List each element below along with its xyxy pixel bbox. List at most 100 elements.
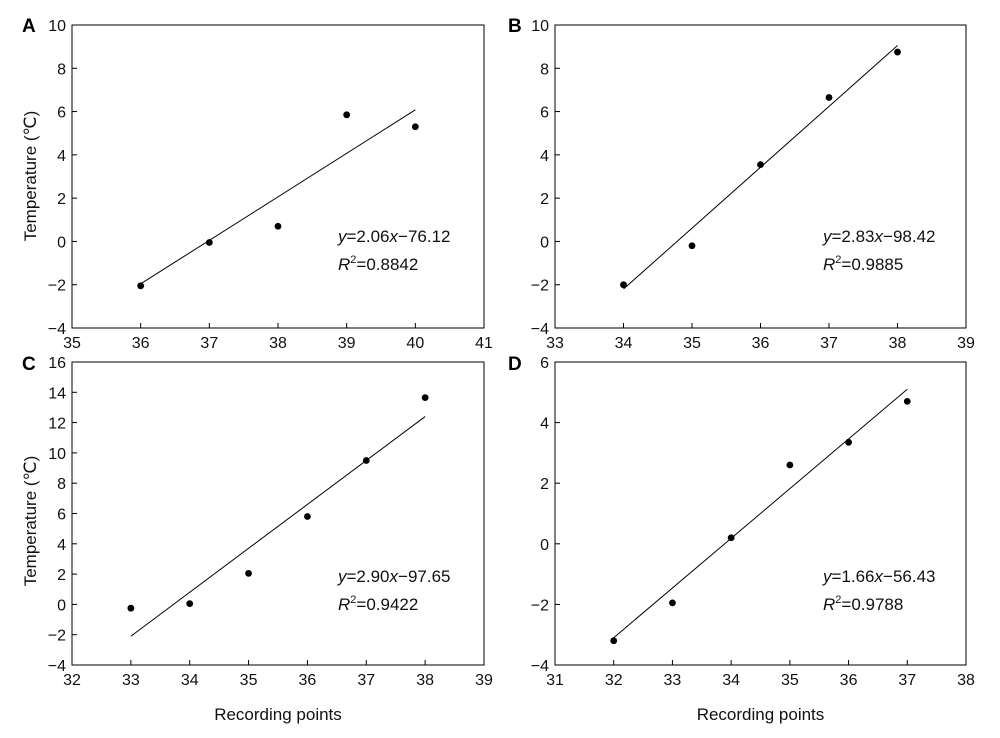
- data-point: [845, 438, 852, 446]
- regression-line: [613, 388, 908, 639]
- x-tick-label: 36: [752, 335, 770, 352]
- regression-line: [130, 416, 426, 637]
- y-tick-label: 16: [48, 355, 66, 372]
- y-tick-label: −4: [48, 658, 66, 675]
- x-axis-label: Recording points: [214, 705, 342, 724]
- y-tick-label: 0: [540, 234, 549, 251]
- panel-label: D: [508, 354, 522, 375]
- data-point: [688, 242, 696, 250]
- y-tick-label: −2: [531, 597, 549, 614]
- eq-slope: =1.66: [832, 567, 875, 586]
- x-tick-label: 35: [63, 335, 81, 352]
- y-tick-label: 4: [540, 148, 549, 165]
- r-value: =0.9422: [356, 595, 418, 614]
- eq-y-var: y: [822, 227, 833, 246]
- data-point: [825, 94, 833, 101]
- data-point: [245, 569, 252, 577]
- data-point: [137, 282, 145, 290]
- x-tick-label: 34: [181, 672, 199, 689]
- eq-y-var: y: [822, 567, 833, 586]
- r-value: =0.9885: [841, 255, 903, 274]
- x-tick-label: 38: [416, 672, 434, 689]
- eq-y-var: y: [337, 227, 348, 246]
- x-tick-label: 35: [781, 672, 799, 689]
- y-tick-label: 12: [48, 416, 66, 433]
- y-tick-label: 2: [540, 191, 549, 208]
- data-point: [186, 600, 194, 608]
- y-tick-label: 0: [540, 537, 549, 554]
- eq-x-var: x: [874, 567, 884, 586]
- r-symbol: R: [823, 595, 835, 614]
- x-tick-label: 36: [132, 335, 150, 352]
- x-tick-label: 37: [820, 335, 838, 352]
- data-point: [127, 604, 135, 612]
- x-tick-label: 32: [63, 672, 81, 689]
- eq-intercept: −76.12: [398, 227, 450, 246]
- eq-x-var: x: [389, 567, 399, 586]
- y-tick-label: 10: [531, 18, 549, 35]
- r-symbol: R: [823, 255, 835, 274]
- data-point: [274, 222, 282, 230]
- eq-intercept: −97.65: [398, 567, 450, 586]
- y-tick-label: 6: [540, 355, 549, 372]
- y-tick-label: 8: [57, 61, 66, 78]
- y-tick-label: 4: [540, 416, 549, 433]
- panel-label: C: [22, 354, 36, 375]
- y-tick-label: −2: [48, 628, 66, 645]
- x-tick-label: 40: [406, 335, 424, 352]
- panel-c: 32 33 34 35 36 37 38 39 −4 −2 0 2 4 6 8 10 12 14 16 Cy=2.90…: [21, 354, 493, 724]
- y-tick-label: 14: [48, 385, 66, 402]
- x-tick-label: 34: [615, 335, 633, 352]
- x-tick-label: 35: [683, 335, 701, 352]
- eq-x-var: x: [389, 227, 399, 246]
- regression-equation: y=2.06x−76.12: [337, 227, 451, 246]
- regression-equation: y=2.90x−97.65: [337, 567, 451, 586]
- panel-b: 33 34 35 36 37 38 39 −4 −2 0 2 4 6 8 10 By=2.83x−98.42 R…: [508, 16, 975, 352]
- r-squared: R2=0.9885: [823, 254, 903, 274]
- plot-frame: [71, 24, 485, 329]
- r-superscript: 2: [835, 254, 841, 266]
- eq-intercept: −56.43: [883, 567, 935, 586]
- y-tick-label: −4: [48, 321, 66, 338]
- x-tick-label: 38: [889, 335, 907, 352]
- x-tick-label: 38: [269, 335, 287, 352]
- r-squared: R2=0.9422: [338, 594, 418, 614]
- panel-a: 35 36 37 38 39 40 41 −4 −2 0 2 4 6 8 10 Ay=2.06x−76.12 R…: [21, 16, 493, 352]
- y-tick-label: 4: [57, 537, 66, 554]
- panel-d: 31 32 33 34 35 36 37 38−4−20246Dy=1.66x−56.43R2…: [508, 354, 975, 724]
- panel-label: A: [22, 16, 36, 37]
- eq-y-var: y: [337, 567, 348, 586]
- data-point: [362, 457, 370, 464]
- y-tick-label: −4: [531, 658, 549, 675]
- r-value: =0.8842: [356, 255, 418, 274]
- plot-frame: [71, 361, 485, 666]
- x-tick-label: 39: [338, 335, 356, 352]
- data-point: [894, 48, 901, 56]
- data-point: [757, 161, 764, 168]
- y-tick-label: 2: [57, 567, 66, 584]
- y-tick-label: 6: [57, 507, 66, 524]
- x-tick-label: 33: [122, 672, 140, 689]
- r-superscript: 2: [350, 594, 356, 606]
- data-point: [903, 397, 911, 405]
- x-tick-label: 32: [605, 672, 623, 689]
- y-tick-label: 10: [48, 446, 66, 463]
- data-point: [727, 534, 735, 542]
- x-tick-label: 31: [546, 672, 564, 689]
- eq-slope: =2.83: [832, 227, 875, 246]
- y-tick-label: 2: [540, 476, 549, 493]
- y-tick-label: 6: [57, 105, 66, 122]
- r-symbol: R: [338, 255, 350, 274]
- y-tick-label: 8: [540, 61, 549, 78]
- y-tick-label: 6: [540, 105, 549, 122]
- x-tick-label: 38: [957, 672, 975, 689]
- x-tick-label: 39: [957, 335, 975, 352]
- data-point: [343, 111, 351, 119]
- r-squared: R2=0.9788: [823, 594, 903, 614]
- eq-slope: =2.90: [347, 567, 390, 586]
- r-symbol: R: [338, 595, 350, 614]
- x-tick-label: 36: [840, 672, 858, 689]
- y-tick-label: −2: [48, 278, 66, 295]
- x-tick-label: 41: [475, 335, 493, 352]
